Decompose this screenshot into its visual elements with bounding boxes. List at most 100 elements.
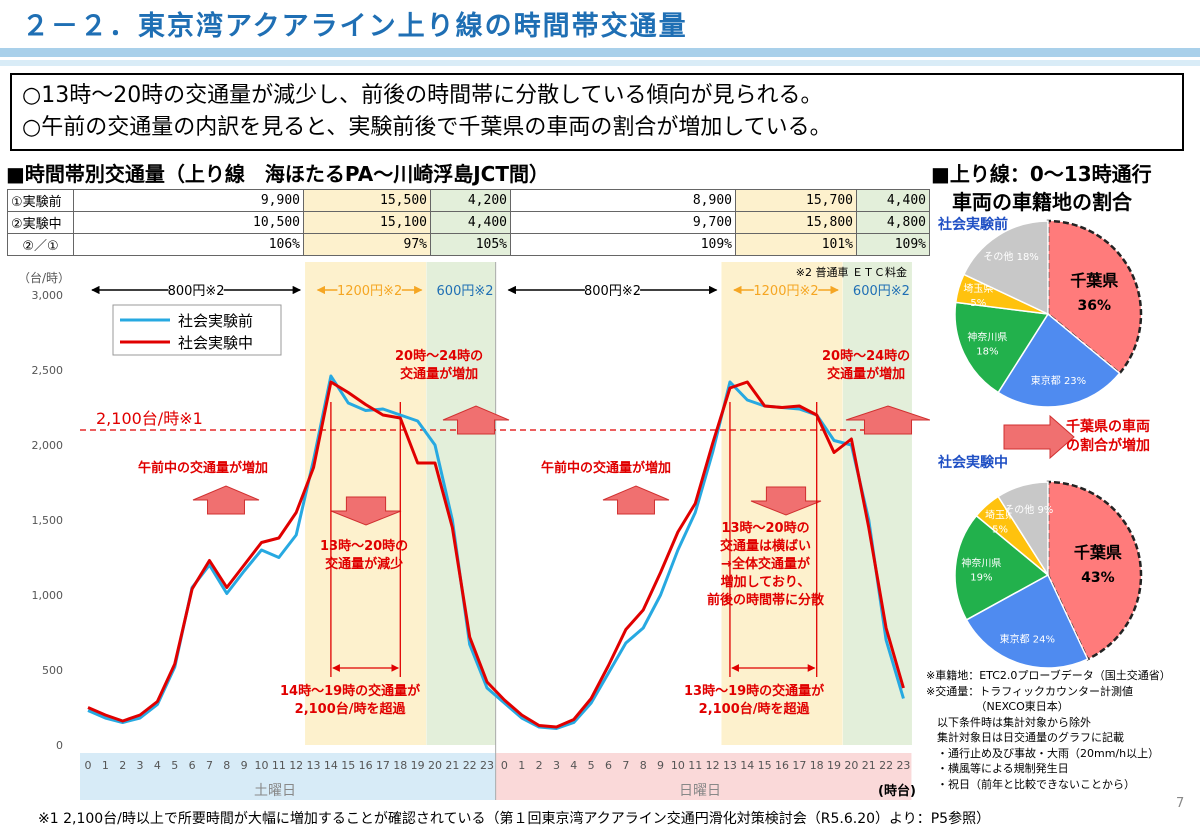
note-line: ・通行止め及び事故・大雨（20mm/h以上） (926, 746, 1160, 760)
summary-line-1: ○13時～20時の交通量が減少し、前後の時間帯に分散している傾向が見られる。 (22, 83, 823, 108)
pie-slice-pct: 18% (976, 347, 998, 358)
annotation-sun-evening: 20時～24時の 交通量が増加 (822, 349, 911, 382)
annotation-sat-morning: 午前中の交通量が増加 (138, 461, 269, 476)
table-cell: 105% (430, 233, 511, 256)
table-cell: 4,200 (430, 189, 511, 212)
annotation-sat-over: 14時～19時の交通量が 2,100台/時を超過 (280, 684, 421, 717)
x-tick-label: 20 (844, 759, 858, 772)
x-tick-label: 22 (879, 759, 893, 772)
x-tick-label: 23 (896, 759, 910, 772)
table-cell: 10,500 (73, 211, 304, 234)
pie-slice-pct: 5% (970, 298, 986, 309)
annotation-sun-mid: 13時～20時の 交通量は横ばい →全体交通量が 増加しており、 前後の時間帯に… (707, 521, 825, 608)
table-cell: 106% (73, 233, 304, 256)
x-tick-label: 0 (85, 759, 92, 772)
note-line: ※交通量：トラフィックカウンター計測値 (926, 684, 1133, 698)
summary-box: ○13時～20時の交通量が減少し、前後の時間帯に分散している傾向が見られる。 ○… (10, 73, 1184, 151)
table-cell: 101% (735, 233, 857, 256)
annotation-sat-mid: 13時～20時の 交通量が減少 (320, 539, 409, 572)
x-tick-label: 3 (137, 759, 144, 772)
x-tick-label: 10 (671, 759, 685, 772)
pie-label-during: 社会実験中 (938, 455, 1008, 471)
pie-slice-label: その他 9% (1004, 503, 1053, 516)
price-note: ※2 普通車 ＥＴＣ料金 (796, 265, 907, 279)
x-tick-label: 8 (223, 759, 230, 772)
annotation-sun-over: 13時～19時の交通量が 2,100台/時を超過 (684, 684, 825, 717)
pie-slice (954, 301, 1050, 394)
price-label-bg (584, 282, 641, 298)
x-tick-label: 21 (445, 759, 459, 772)
x-tick-label: 9 (657, 759, 664, 772)
table-cell: 109% (856, 233, 930, 256)
sat-strip (80, 753, 496, 800)
y-tick-label: 2,000 (32, 439, 64, 452)
x-tick-label: 5 (171, 759, 178, 772)
annotation-sun-morning: 午前中の交通量が増加 (541, 461, 672, 476)
price-label-bg (437, 282, 493, 298)
row-label: ②／① (7, 233, 74, 256)
x-tick-label: 18 (810, 759, 824, 772)
page-number: 7 (1176, 796, 1185, 811)
x-tick-label: 2 (536, 759, 543, 772)
price-label: 600円※2 (853, 284, 910, 299)
row-label: ②実験中 (7, 211, 74, 234)
down-arrow (750, 486, 822, 516)
table-cell: 4,400 (430, 211, 511, 234)
volume-table: ①実験前 9,900 15,500 4,200 8,900 15,700 4,4… (7, 189, 930, 256)
x-tick-label: 18 (393, 759, 407, 772)
footnote: ※1 2,100台/時以上で所要時間が大幅に増加することが確認されている（第１回… (38, 811, 991, 827)
x-tick-label: 20 (428, 759, 442, 772)
pie-slice-pct: 5% (992, 525, 1008, 536)
x-tick-label: 23 (480, 759, 494, 772)
x-tick-label: 14 (740, 759, 754, 772)
band-night (426, 262, 496, 745)
x-tick-label: 13 (307, 759, 321, 772)
price-label-bg (168, 282, 224, 298)
sun-strip (495, 753, 912, 800)
table-cell: 4,800 (856, 211, 930, 234)
x-tick-label: 16 (359, 759, 373, 772)
x-tick-label: 13 (723, 759, 737, 772)
x-tick-label: 1 (102, 759, 109, 772)
table-cell: 15,700 (735, 189, 857, 212)
x-tick-label: 3 (553, 759, 560, 772)
x-tick-label: 22 (463, 759, 477, 772)
y-tick-label: 1,000 (32, 589, 64, 602)
pie-slice (1046, 219, 1143, 376)
table-cell: 109% (510, 233, 736, 256)
x-tick-label: 4 (570, 759, 577, 772)
x-tick-label: 7 (206, 759, 213, 772)
x-tick-label: 1 (518, 759, 525, 772)
x-tick-label: 7 (622, 759, 629, 772)
price-label: 600円※2 (437, 284, 494, 299)
pie-label-before: 社会実験前 (938, 217, 1008, 233)
chart-title: ■時間帯別交通量（上り線 海ほたるPA～川崎浮島JCT間） (6, 162, 549, 186)
note-line: 集計対象日は日交通量のグラフに記載 (926, 731, 1124, 744)
x-tick-label: 19 (827, 759, 841, 772)
note-line: ※車籍地：ETC2.0プローブデータ（国土交通省） (926, 669, 1171, 682)
table-cell: 15,500 (303, 189, 431, 212)
table-row: ①実験前 9,900 15,500 4,200 8,900 15,700 4,4… (7, 189, 930, 212)
summary-line-2: ○午前の交通量の内訳を見ると、実験前後で千葉県の車両の割合が増加している。 (22, 115, 832, 140)
day-label-sun: 日曜日 (679, 783, 721, 799)
legend-entry: 社会実験中 (178, 334, 253, 352)
up-arrow (845, 405, 930, 435)
y-tick-label: 3,000 (32, 289, 64, 302)
pie-slice (962, 220, 1049, 316)
note-line: ・祝日（前年と比較できないことから） (926, 777, 1135, 791)
x-tick-label: 9 (241, 759, 248, 772)
x-tick-label: 19 (411, 759, 425, 772)
y-tick-label: 2,500 (32, 364, 64, 377)
pie-title-line1: ■上り線：0～13時通行 (931, 162, 1152, 186)
pie-slice-label: その他 18% (983, 250, 1038, 263)
x-tick-label: 15 (341, 759, 355, 772)
pie-slice-name: 神奈川県 (961, 557, 1001, 570)
x-tick-label: 8 (640, 759, 647, 772)
band-night (842, 262, 912, 745)
y-tick-label: 500 (42, 664, 63, 677)
x-tick-label: 2 (119, 759, 126, 772)
price-label: 1200円※2 (337, 284, 402, 299)
note-line: （NEXCO東日本） (926, 700, 1069, 713)
